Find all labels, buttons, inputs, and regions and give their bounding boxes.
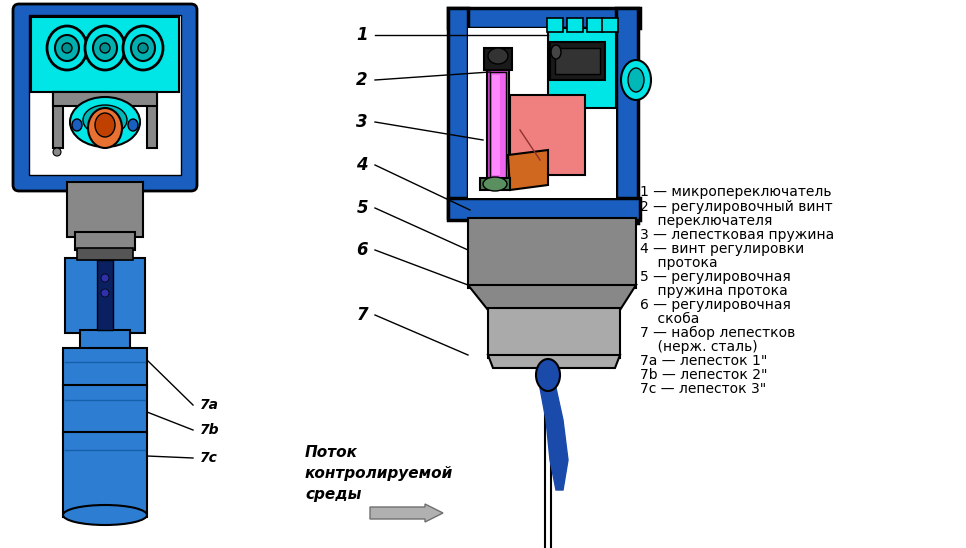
- Text: 5 — регулировочная: 5 — регулировочная: [640, 270, 791, 284]
- Text: 7: 7: [356, 306, 368, 324]
- Bar: [567, 18, 583, 32]
- Text: 7c — лепесток 3": 7c — лепесток 3": [640, 382, 766, 396]
- Text: 1 — микропереключатель: 1 — микропереключатель: [640, 185, 832, 199]
- Ellipse shape: [63, 505, 147, 525]
- FancyArrow shape: [370, 504, 443, 522]
- Ellipse shape: [85, 26, 125, 70]
- Ellipse shape: [53, 148, 61, 156]
- Bar: [547, 18, 563, 32]
- Bar: [510, 95, 585, 175]
- Bar: [550, 42, 605, 80]
- Ellipse shape: [83, 105, 127, 135]
- Ellipse shape: [70, 97, 140, 147]
- Bar: [487, 68, 509, 183]
- Polygon shape: [488, 355, 620, 368]
- Bar: [448, 8, 640, 28]
- Text: Поток
контролируемой
среды: Поток контролируемой среды: [305, 445, 453, 502]
- Polygon shape: [468, 285, 636, 310]
- Text: 7c: 7c: [200, 451, 218, 465]
- Ellipse shape: [72, 119, 82, 131]
- Ellipse shape: [95, 113, 115, 137]
- Ellipse shape: [621, 60, 651, 100]
- Bar: [31, 17, 179, 92]
- Ellipse shape: [483, 177, 507, 191]
- Bar: [602, 18, 618, 32]
- Ellipse shape: [128, 119, 138, 131]
- Text: 1: 1: [356, 26, 368, 44]
- Bar: [468, 28, 616, 198]
- Text: 7a — лепесток 1": 7a — лепесток 1": [640, 354, 767, 368]
- Bar: [63, 385, 147, 435]
- Bar: [29, 15, 181, 175]
- Text: 5: 5: [356, 199, 368, 217]
- Ellipse shape: [123, 26, 163, 70]
- Text: протока: протока: [640, 256, 718, 270]
- Text: скоба: скоба: [640, 312, 699, 326]
- Text: 7b: 7b: [200, 423, 219, 437]
- Bar: [492, 75, 500, 175]
- Bar: [75, 232, 135, 250]
- Bar: [488, 308, 620, 358]
- Text: (нерж. сталь): (нерж. сталь): [640, 340, 757, 354]
- Text: 6 — регулировочная: 6 — регулировочная: [640, 298, 791, 312]
- Ellipse shape: [131, 35, 155, 61]
- Bar: [450, 10, 468, 210]
- Bar: [450, 195, 636, 213]
- Bar: [616, 8, 638, 223]
- Text: 7b — лепесток 2": 7b — лепесток 2": [640, 368, 768, 382]
- Bar: [63, 348, 147, 388]
- Text: 3 — лепестковая пружина: 3 — лепестковая пружина: [640, 228, 835, 242]
- Bar: [97, 260, 113, 330]
- Ellipse shape: [88, 108, 122, 148]
- Ellipse shape: [138, 43, 148, 53]
- Polygon shape: [53, 92, 157, 148]
- Polygon shape: [508, 150, 548, 190]
- Bar: [448, 198, 640, 220]
- Text: 4: 4: [356, 156, 368, 174]
- Ellipse shape: [55, 35, 79, 61]
- Text: 2 — регулировочный винт: 2 — регулировочный винт: [640, 200, 833, 214]
- Text: пружина протока: пружина протока: [640, 284, 787, 298]
- Ellipse shape: [93, 35, 117, 61]
- Text: 7a: 7a: [200, 398, 219, 412]
- Text: 6: 6: [356, 241, 368, 259]
- Bar: [80, 330, 130, 350]
- Ellipse shape: [47, 26, 87, 70]
- Text: переключателя: переключателя: [640, 214, 773, 228]
- Bar: [63, 432, 147, 517]
- Bar: [548, 28, 616, 108]
- Bar: [77, 248, 133, 260]
- Bar: [618, 10, 636, 210]
- Ellipse shape: [488, 48, 508, 64]
- Bar: [468, 218, 636, 288]
- Bar: [587, 18, 603, 32]
- Ellipse shape: [101, 289, 109, 297]
- Bar: [480, 178, 510, 190]
- Text: 4 — винт регулировки: 4 — винт регулировки: [640, 242, 805, 256]
- Ellipse shape: [100, 43, 110, 53]
- Ellipse shape: [551, 45, 561, 59]
- Ellipse shape: [101, 274, 109, 282]
- Bar: [484, 48, 512, 70]
- Text: 7 — набор лепестков: 7 — набор лепестков: [640, 326, 795, 340]
- Bar: [65, 258, 145, 333]
- Bar: [555, 48, 600, 74]
- Bar: [448, 8, 468, 218]
- FancyBboxPatch shape: [13, 4, 197, 191]
- Ellipse shape: [536, 359, 560, 391]
- Text: 3: 3: [356, 113, 368, 131]
- Bar: [490, 72, 506, 180]
- Bar: [67, 182, 143, 237]
- Polygon shape: [540, 388, 568, 490]
- Text: 2: 2: [356, 71, 368, 89]
- Bar: [53, 92, 157, 106]
- Ellipse shape: [62, 43, 72, 53]
- Polygon shape: [510, 160, 535, 178]
- Bar: [450, 10, 635, 28]
- Ellipse shape: [628, 68, 644, 92]
